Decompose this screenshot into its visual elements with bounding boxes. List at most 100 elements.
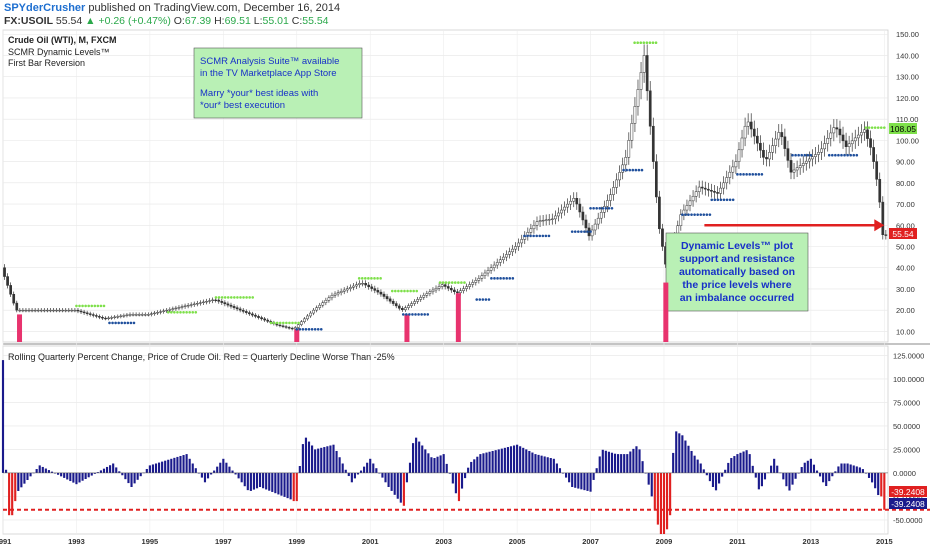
support-dot [589,230,592,233]
change-bar [718,472,721,484]
candle-down [869,138,872,148]
candle-up [599,212,603,219]
open-label: O: [173,15,185,27]
support-dot [837,153,840,157]
support-dot [570,230,574,233]
candle-down [214,299,218,301]
resistance-dot [166,310,170,314]
candle-down [786,148,790,161]
support-dot [544,234,548,238]
candle-down [835,127,839,130]
note-top-line1: SCMR Analysis Suite™ available [200,56,339,67]
change-bar [182,455,185,473]
price-tick-label: 60.00 [896,221,915,230]
change-bar [148,465,151,473]
chart-header: SPYderCrusher published on TradingView.c… [0,0,932,28]
change-bar [607,451,610,473]
change-bar [494,450,497,473]
candle-up [740,137,744,151]
change-bar [693,455,696,473]
change-bar [173,457,176,473]
crash-bar [457,472,461,502]
support-dot [111,321,114,325]
time-tick-label: 2013 [803,537,820,546]
change-bar [797,472,800,474]
support-dot [313,327,317,331]
candle-up [630,123,634,141]
lower-pane[interactable]: Rolling Quarterly Percent Change, Price … [1,352,930,534]
support-dot [748,173,751,176]
resistance-dot [645,41,649,45]
candle-up [303,318,306,322]
support-dot [408,313,411,316]
support-dot [739,173,742,176]
change-bar [846,463,849,473]
change-bar [164,460,167,473]
time-tick-label: 1995 [142,537,159,546]
resistance-dot [364,277,367,280]
price-pane[interactable]: Crude Oil (WTI), M, FXCM SCMR Dynamic Le… [3,35,888,331]
support-dot [699,213,703,216]
price-tick-label: 50.00 [896,242,915,251]
symbol-label[interactable]: FX:USOIL [4,15,53,27]
candle-up [199,302,202,304]
resistance-dot [639,41,643,45]
change-bar [57,472,60,475]
support-dot [496,277,499,280]
change-bar [773,458,776,473]
candle-up [55,309,58,312]
change-bar [359,470,363,473]
candle-up [517,242,520,247]
change-bar [592,472,595,480]
candle-up [798,165,802,169]
candle-up [685,205,689,211]
resistance-dot [217,296,221,299]
resistance-dot [633,41,636,45]
change-bar [687,445,690,473]
candle-down [654,161,658,198]
candle-down [578,203,582,213]
lower-tick-label: -50.0000 [893,516,923,525]
candle-up [547,219,551,221]
lower-tick-label: 25.0000 [893,445,920,454]
crash-bar [883,472,886,510]
dynamic-levels-note-box [665,232,809,312]
resistance-dot [400,289,403,293]
candle-down [789,160,793,173]
change-bar [384,472,387,483]
support-dot [710,198,714,202]
change-bar [754,472,757,478]
change-bar [638,449,641,473]
support-dot [705,213,709,216]
candle-down [247,312,251,315]
candle-up [52,309,55,312]
lower-tick-label: 0.0000 [893,469,916,478]
change-bar [17,472,20,491]
change-bar [803,462,806,473]
candle-down [716,192,719,194]
change-bar [200,472,203,478]
candle-up [550,218,554,220]
support-dot [420,313,423,316]
lower-pane-frame [2,345,889,535]
reversion-bar [455,293,461,342]
support-dot [791,153,794,157]
chart-canvas[interactable]: Crude Oil (WTI), M, FXCM SCMR Dynamic Le… [0,28,932,550]
candle-up [119,315,123,317]
candle-up [422,295,426,298]
candle-down [875,161,879,180]
change-bar [130,472,133,487]
author-link[interactable]: SPYderCrusher [4,2,86,14]
candle-down [82,311,86,314]
candle-down [376,290,380,293]
resistance-dot [179,310,182,314]
support-dot [702,213,706,216]
candle-up [425,293,429,296]
change-bar [124,472,127,480]
resistance-dot [81,304,84,308]
support-dot [411,313,414,316]
candle-up [205,301,208,303]
resistance-dot [406,289,409,293]
support-dot [508,277,512,280]
change-bar [809,458,812,473]
